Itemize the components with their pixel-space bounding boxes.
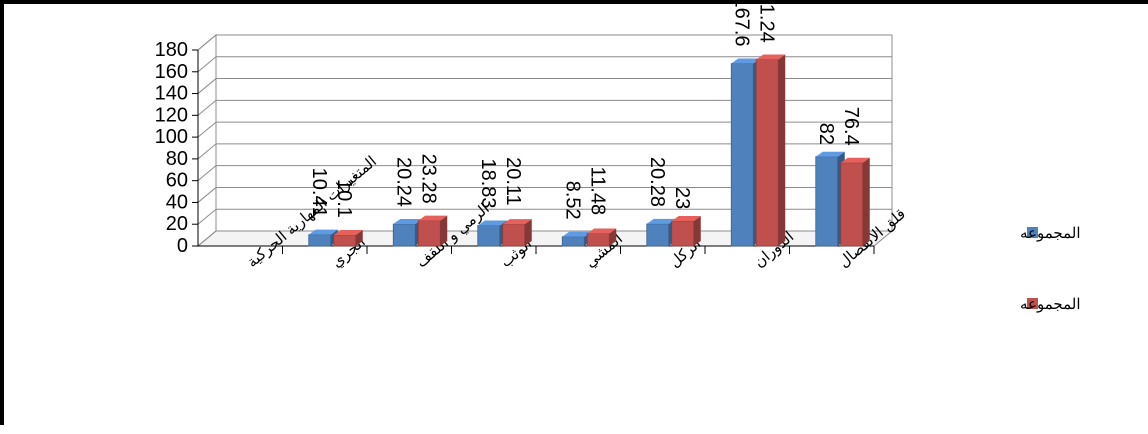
bar-front xyxy=(392,223,416,247)
bar-side xyxy=(778,54,786,246)
bar-top xyxy=(477,220,507,226)
data-label: 20.11 xyxy=(502,157,524,206)
bar-top xyxy=(671,215,701,221)
data-label: 171.24 xyxy=(755,4,777,43)
data-label: 11.48 xyxy=(586,166,608,215)
bar-top xyxy=(418,215,448,221)
bar-front xyxy=(730,63,754,247)
side-wall xyxy=(197,33,217,248)
bar-2-7 xyxy=(840,157,870,247)
data-label: 18.83 xyxy=(477,158,499,208)
bar-front xyxy=(333,234,357,247)
gridline-side xyxy=(197,78,217,94)
bar-2-2 xyxy=(417,215,448,247)
y-tick-label: 20 xyxy=(166,213,188,235)
bar-top xyxy=(333,230,363,236)
bar-front xyxy=(561,236,585,247)
bar-top xyxy=(587,228,617,234)
bar-front xyxy=(646,223,670,247)
data-label: 23 xyxy=(671,187,693,209)
bar-top xyxy=(308,229,338,235)
legend-label-2: المجموعه xyxy=(1020,296,1081,313)
gridline-side xyxy=(197,230,217,247)
data-label: 20.24 xyxy=(392,157,414,207)
bar-front xyxy=(755,59,779,247)
bar-2-1 xyxy=(333,230,363,247)
bar-top xyxy=(815,151,845,157)
y-tick-label: 120 xyxy=(155,104,188,126)
data-label: 10.41 xyxy=(308,168,330,218)
data-label-layer: 10.41 10.1 20.24 23.28 18.83 20.11 8.52 11.48 20… xyxy=(308,0,862,220)
legend-label-1: المجموعه xyxy=(1020,225,1081,242)
gridline-side xyxy=(197,34,217,51)
y-tick-label: 60 xyxy=(166,170,188,192)
bar-top xyxy=(731,58,761,64)
legend: المجموعه المجموعه xyxy=(1020,225,1081,313)
bar-top xyxy=(756,54,786,60)
bar-front xyxy=(586,233,610,247)
y-tick-label: 160 xyxy=(155,61,188,83)
gridline-side xyxy=(197,143,217,160)
bar-layer xyxy=(308,54,870,247)
gridline-side xyxy=(197,56,217,73)
data-label: 23.28 xyxy=(417,154,439,204)
bar-top xyxy=(840,157,870,163)
data-label: 8.52 xyxy=(561,181,583,220)
data-label: 82 xyxy=(815,123,837,145)
y-tick-label: 80 xyxy=(166,148,188,170)
legend-swatch-2 xyxy=(1027,298,1038,309)
bar-front xyxy=(671,220,695,247)
bar-side xyxy=(862,157,870,246)
bar-top xyxy=(646,218,676,224)
bar-top xyxy=(562,231,592,237)
bar-front xyxy=(308,234,332,247)
bar-side xyxy=(355,230,363,246)
data-label: 10.1 xyxy=(333,179,355,218)
bar-2-4 xyxy=(586,228,617,247)
chart-frame: 0 20 40 60 80 100 120 140 160 180 المتغيرات المهار… xyxy=(0,0,1148,425)
y-tick-label: 100 xyxy=(155,126,188,148)
data-label: 167.6 xyxy=(730,4,752,47)
gridline-side xyxy=(197,165,217,182)
bar-front xyxy=(502,223,526,247)
gridline-side xyxy=(197,99,217,116)
bar-2-6 xyxy=(755,54,786,247)
bar-side xyxy=(693,215,701,246)
y-tick-label: 180 xyxy=(155,39,188,61)
y-tick-label: 0 xyxy=(177,235,188,257)
gridline-side xyxy=(197,187,217,203)
y-tick-label: 140 xyxy=(155,83,188,105)
bar-top xyxy=(393,218,423,224)
data-label: 20.28 xyxy=(646,157,668,207)
bar-side xyxy=(524,219,532,246)
bar-side xyxy=(609,228,617,246)
bar-front xyxy=(417,220,441,247)
bar-front xyxy=(840,162,864,247)
bar-front xyxy=(815,156,839,247)
y-tick-label: 40 xyxy=(166,191,188,213)
bar-2-5 xyxy=(671,215,701,247)
bar-2-3 xyxy=(502,219,532,247)
data-label: 76.4 xyxy=(840,107,862,146)
bar-top xyxy=(502,219,532,225)
gridline-side xyxy=(197,121,217,138)
legend-swatch-1 xyxy=(1027,227,1038,238)
gridline-side xyxy=(197,208,217,225)
bar-front xyxy=(477,225,501,247)
bar-side xyxy=(440,215,448,246)
